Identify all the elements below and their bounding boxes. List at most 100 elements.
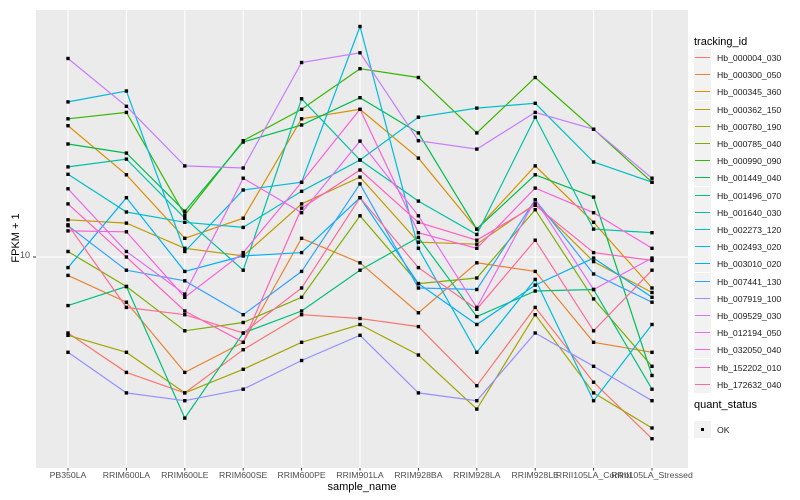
data-point-Hb_000362_150[interactable] (591, 259, 596, 264)
data-point-Hb_000362_150[interactable] (650, 290, 654, 295)
legend-item-Hb_000345_360[interactable]: Hb_000345_360 (694, 83, 800, 101)
data-point-Hb_007919_100[interactable] (591, 364, 596, 368)
legend-item-Hb_002273_120[interactable]: Hb_002273_120 (694, 221, 800, 238)
data-point-Hb_012194_050[interactable] (416, 214, 421, 218)
data-point-Hb_001496_070[interactable] (66, 303, 70, 308)
data-point-Hb_007919_100[interactable] (416, 391, 421, 395)
data-point-Hb_012194_050[interactable] (124, 249, 129, 254)
data-point-Hb_000780_190[interactable] (299, 340, 304, 344)
data-point-Hb_009529_030[interactable] (358, 51, 362, 55)
data-point-Hb_152202_010[interactable] (124, 255, 129, 259)
data-point-Hb_172632_040[interactable] (241, 331, 245, 335)
data-point-Hb_000780_190[interactable] (475, 407, 479, 411)
data-point-Hb_009529_030[interactable] (533, 110, 537, 115)
data-point-Hb_172632_040[interactable] (183, 313, 187, 317)
data-point-Hb_000004_030[interactable] (416, 324, 421, 329)
data-point-Hb_001640_030[interactable] (475, 232, 479, 237)
data-point-Hb_172632_040[interactable] (475, 307, 479, 311)
data-point-Hb_000362_150[interactable] (183, 246, 187, 250)
data-point-Hb_007919_100[interactable] (358, 333, 362, 337)
data-point-Hb_000004_030[interactable] (650, 437, 654, 441)
data-point-Hb_007441_130[interactable] (183, 279, 187, 283)
data-point-Hb_009529_030[interactable] (650, 176, 654, 180)
data-point-Hb_001640_030[interactable] (241, 268, 245, 272)
data-point-Hb_000990_090[interactable] (533, 75, 537, 80)
data-point-Hb_007919_100[interactable] (241, 387, 245, 391)
data-point-Hb_000990_090[interactable] (475, 131, 479, 135)
data-point-Hb_007441_130[interactable] (591, 272, 596, 276)
legend-item-Hb_002493_020[interactable]: Hb_002493_020 (694, 238, 800, 256)
legend-item-quant-ok[interactable]: OK (694, 421, 800, 438)
data-point-Hb_000785_040[interactable] (299, 295, 304, 299)
data-point-Hb_000785_040[interactable] (241, 320, 245, 325)
data-point-Hb_032050_040[interactable] (591, 211, 596, 215)
data-point-Hb_001496_070[interactable] (183, 416, 187, 420)
data-point-Hb_172632_040[interactable] (416, 265, 421, 270)
data-point-Hb_000004_030[interactable] (475, 384, 479, 388)
data-point-Hb_000780_190[interactable] (650, 426, 654, 430)
data-point-Hb_001640_030[interactable] (650, 231, 654, 235)
legend-item-Hb_000362_150[interactable]: Hb_000362_150 (694, 100, 800, 118)
data-point-Hb_152202_010[interactable] (241, 340, 245, 344)
data-point-Hb_000780_190[interactable] (183, 391, 187, 395)
data-point-Hb_001449_040[interactable] (124, 151, 129, 155)
data-point-Hb_001640_030[interactable] (66, 165, 70, 169)
data-point-Hb_000345_360[interactable] (124, 173, 129, 177)
data-point-Hb_000004_030[interactable] (299, 313, 304, 317)
data-point-Hb_002493_020[interactable] (533, 277, 537, 282)
data-point-Hb_002273_120[interactable] (299, 189, 304, 193)
data-point-Hb_000362_150[interactable] (475, 242, 479, 246)
data-point-Hb_032050_040[interactable] (533, 186, 537, 190)
data-point-Hb_001640_030[interactable] (416, 199, 421, 203)
data-point-Hb_032050_040[interactable] (650, 246, 654, 250)
data-point-Hb_000300_050[interactable] (124, 300, 129, 304)
data-point-Hb_001449_040[interactable] (416, 131, 421, 135)
data-point-Hb_009529_030[interactable] (299, 60, 304, 65)
data-point-Hb_012194_050[interactable] (533, 198, 537, 202)
data-point-Hb_002273_120[interactable] (183, 220, 187, 224)
legend-item-Hb_007441_130[interactable]: Hb_007441_130 (694, 272, 800, 290)
data-point-Hb_002273_120[interactable] (416, 115, 421, 119)
data-point-Hb_152202_010[interactable] (299, 206, 304, 210)
data-point-Hb_000362_150[interactable] (416, 240, 421, 244)
legend-item-Hb_001496_070[interactable]: Hb_001496_070 (694, 186, 800, 204)
data-point-Hb_000780_190[interactable] (358, 322, 362, 327)
data-point-Hb_002493_020[interactable] (475, 350, 479, 354)
data-point-Hb_000345_360[interactable] (591, 220, 596, 224)
data-point-Hb_152202_010[interactable] (358, 168, 362, 172)
data-point-Hb_002493_020[interactable] (416, 246, 421, 250)
data-point-Hb_001640_030[interactable] (591, 227, 596, 231)
data-point-Hb_007441_130[interactable] (475, 287, 479, 292)
data-point-Hb_001496_070[interactable] (416, 235, 421, 240)
legend-item-Hb_000780_190[interactable]: Hb_000780_190 (694, 117, 800, 135)
data-point-Hb_002273_120[interactable] (533, 101, 537, 105)
data-point-Hb_152202_010[interactable] (591, 250, 596, 255)
data-point-Hb_012194_050[interactable] (66, 187, 70, 191)
data-point-Hb_003010_020[interactable] (533, 283, 537, 287)
data-point-Hb_001496_070[interactable] (533, 289, 537, 293)
data-point-Hb_002493_020[interactable] (591, 399, 596, 403)
data-point-Hb_000780_190[interactable] (416, 353, 421, 357)
data-point-Hb_007441_130[interactable] (299, 269, 304, 274)
data-point-Hb_172632_040[interactable] (358, 196, 362, 200)
data-point-Hb_172632_040[interactable] (299, 286, 304, 290)
data-point-Hb_003010_020[interactable] (475, 322, 479, 327)
data-point-Hb_001449_040[interactable] (66, 142, 70, 146)
data-point-Hb_002493_020[interactable] (358, 24, 362, 29)
legend-item-Hb_000300_050[interactable]: Hb_000300_050 (694, 66, 800, 84)
data-point-Hb_001496_070[interactable] (358, 268, 362, 272)
data-point-Hb_000785_040[interactable] (66, 249, 70, 254)
legend-item-Hb_172632_040[interactable]: Hb_172632_040 (694, 375, 800, 393)
data-point-Hb_000345_360[interactable] (650, 286, 654, 290)
data-point-Hb_032050_040[interactable] (66, 229, 70, 233)
data-point-Hb_000990_090[interactable] (66, 117, 70, 121)
data-point-Hb_009529_030[interactable] (416, 139, 421, 143)
data-point-Hb_032050_040[interactable] (241, 250, 245, 255)
data-point-Hb_000990_090[interactable] (416, 75, 421, 80)
data-point-Hb_001640_030[interactable] (299, 97, 304, 101)
data-point-Hb_000345_360[interactable] (66, 124, 70, 128)
data-point-Hb_002493_020[interactable] (241, 188, 245, 192)
data-point-Hb_007919_100[interactable] (66, 350, 70, 354)
data-point-Hb_000785_040[interactable] (475, 276, 479, 280)
data-point-Hb_012194_050[interactable] (358, 139, 362, 143)
